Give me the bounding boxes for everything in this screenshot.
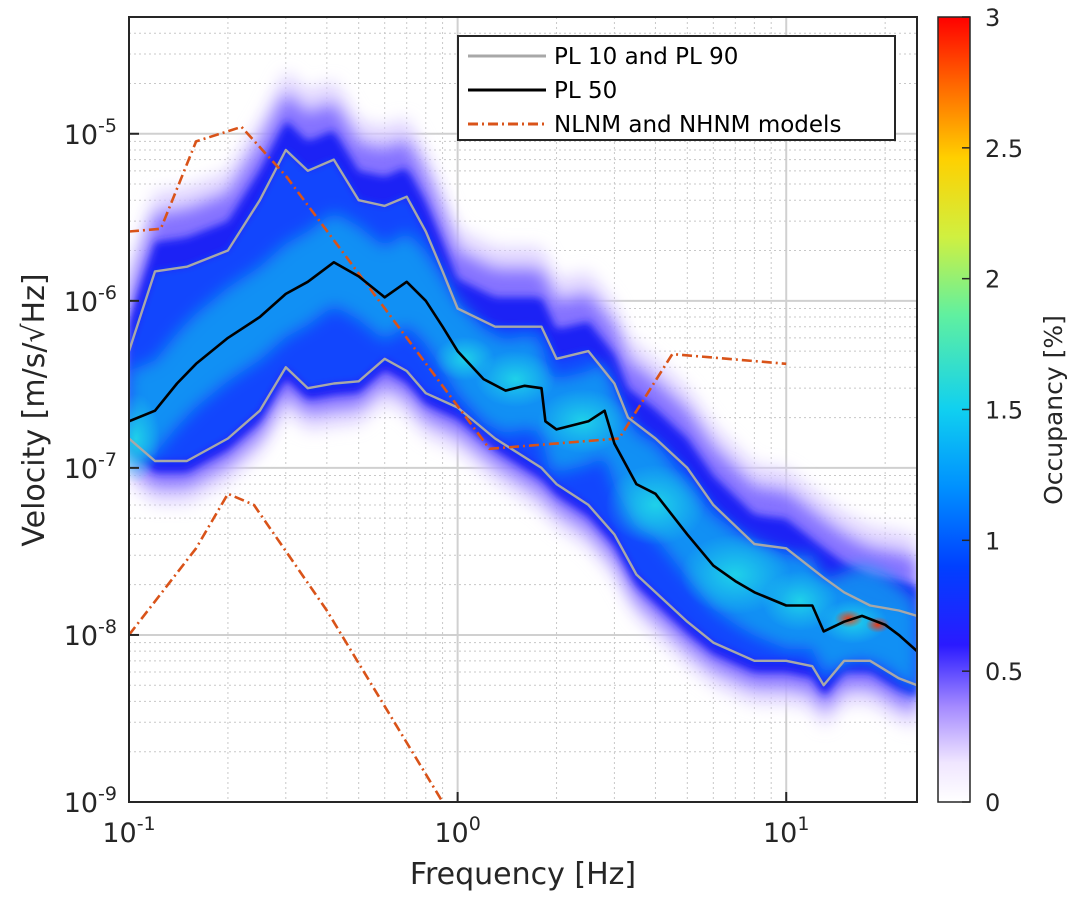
colorbar-tick-label: 1 bbox=[985, 527, 1000, 555]
y-tick-label: 10-7 bbox=[64, 449, 117, 485]
legend-label-models: NLNM and NHNM models bbox=[554, 112, 841, 138]
colorbar-tick-label: 3 bbox=[985, 4, 1000, 32]
density-hotspot bbox=[761, 570, 838, 631]
series-line-pl-10 bbox=[129, 357, 917, 687]
y-tick-label: 10-9 bbox=[64, 783, 117, 819]
x-tick-label: 100 bbox=[434, 813, 480, 849]
colorbar-tick-label: 0.5 bbox=[985, 658, 1023, 686]
legend-label-pl50: PL 50 bbox=[554, 78, 617, 104]
series-line-nlnm bbox=[129, 492, 444, 802]
density-hotspot bbox=[537, 389, 628, 454]
x-axis-label: Frequency [Hz] bbox=[410, 857, 636, 892]
series-line-pl-50 bbox=[129, 261, 917, 653]
colorbar-label: Occupancy [%] bbox=[1039, 315, 1068, 505]
colorbar-tick-label: 0 bbox=[985, 789, 1000, 817]
x-tick-label: 10-1 bbox=[102, 813, 155, 849]
legend: PL 10 and PL 90 PL 50 NLNM and NHNM mode… bbox=[457, 35, 896, 141]
series-line-pl-90 bbox=[129, 148, 917, 618]
colorbar-tick-label: 2 bbox=[985, 266, 1000, 294]
y-axis-label: Velocity [m/s/√Hz] bbox=[17, 273, 52, 546]
y-tick-label: 10-8 bbox=[64, 616, 117, 652]
series-line-nhnm bbox=[129, 125, 787, 451]
colorbar-tick-label: 1.5 bbox=[985, 397, 1023, 425]
y-tick-label: 10-6 bbox=[64, 282, 117, 318]
legend-label-pl10-90: PL 10 and PL 90 bbox=[554, 44, 738, 70]
y-tick-label: 10-5 bbox=[64, 115, 117, 151]
colorbar: 0 0.5 1 1.5 2 2.5 3 Occupancy [%] bbox=[937, 4, 1068, 817]
density-heatmap bbox=[129, 71, 917, 729]
colorbar-tick-label: 2.5 bbox=[985, 135, 1023, 163]
axis-ticks: 10-1 100 101 10-9 10-8 10-7 10-6 10-5 bbox=[64, 115, 810, 849]
plot-frame bbox=[128, 16, 918, 803]
density-hotspot bbox=[475, 351, 556, 408]
x-tick-label: 101 bbox=[763, 813, 809, 849]
density-hotspot bbox=[129, 393, 160, 484]
series-layer bbox=[129, 125, 917, 802]
density-hotspot bbox=[605, 464, 706, 545]
